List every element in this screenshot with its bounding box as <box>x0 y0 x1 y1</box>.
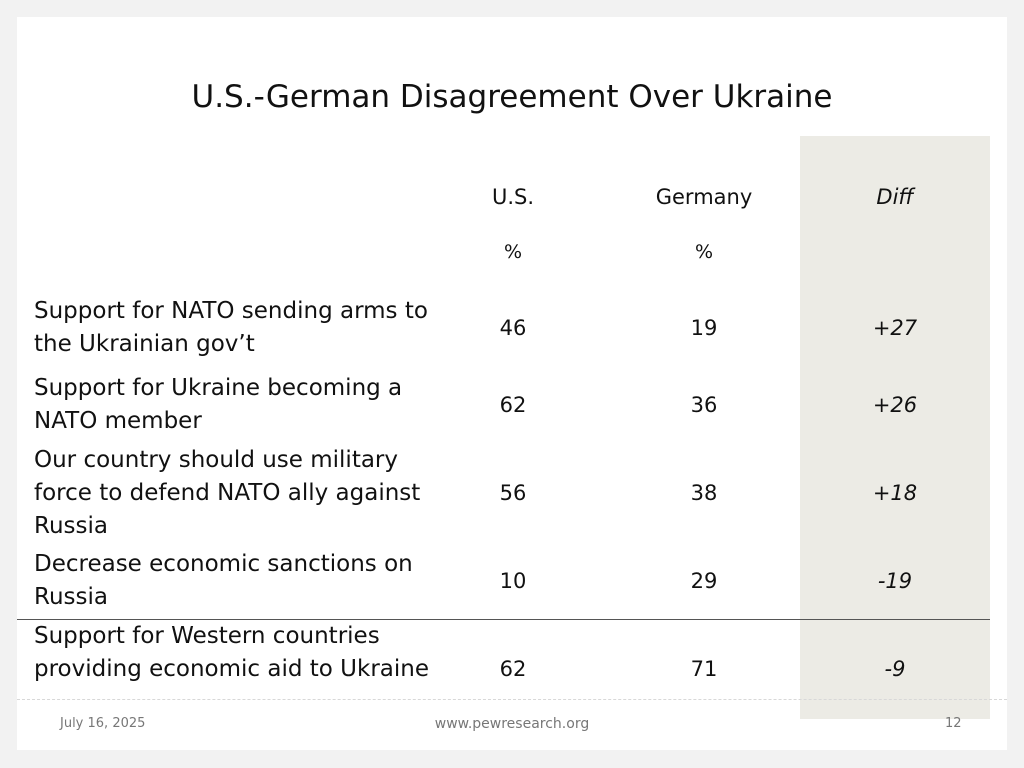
column-header-germany: Germany <box>655 185 753 209</box>
unit-us: % <box>503 241 523 263</box>
cell-diff: +26 <box>872 393 918 417</box>
slide: U.S.-German Disagreement Over Ukraine U.… <box>17 17 1007 750</box>
footer-page-number: 12 <box>945 716 962 731</box>
cell-diff: -19 <box>877 569 913 593</box>
row-label: Support for Western countries providing … <box>34 623 429 682</box>
footer-url[interactable]: www.pewresearch.org <box>434 716 590 732</box>
row-label: Support for NATO sending arms to the Ukr… <box>34 298 428 357</box>
unit-germany: % <box>694 241 714 263</box>
cell-us: 10 <box>499 569 527 593</box>
cell-diff: +18 <box>872 481 918 505</box>
cell-us: 56 <box>499 481 527 505</box>
footer-divider <box>17 699 1007 700</box>
cell-germany: 29 <box>690 569 718 593</box>
cell-germany: 38 <box>690 481 718 505</box>
cell-germany: 71 <box>690 657 718 681</box>
row-label: Decrease economic sanctions on Russia <box>34 551 413 610</box>
row-divider <box>17 619 990 620</box>
row-label: Support for Ukraine becoming a NATO memb… <box>34 375 403 434</box>
column-header-diff: Diff <box>876 185 914 209</box>
cell-us: 62 <box>499 393 527 417</box>
cell-us: 46 <box>499 316 527 340</box>
cell-us: 62 <box>499 657 527 681</box>
chart-title: U.S.-German Disagreement Over Ukraine <box>191 79 833 115</box>
cell-diff: +27 <box>872 316 918 340</box>
footer-date: July 16, 2025 <box>60 716 146 731</box>
column-header-us: U.S. <box>491 185 535 209</box>
row-label: Our country should use military force to… <box>34 447 421 539</box>
cell-diff: -9 <box>884 657 906 681</box>
cell-germany: 36 <box>690 393 718 417</box>
diff-column-background <box>800 136 990 719</box>
cell-germany: 19 <box>690 316 718 340</box>
